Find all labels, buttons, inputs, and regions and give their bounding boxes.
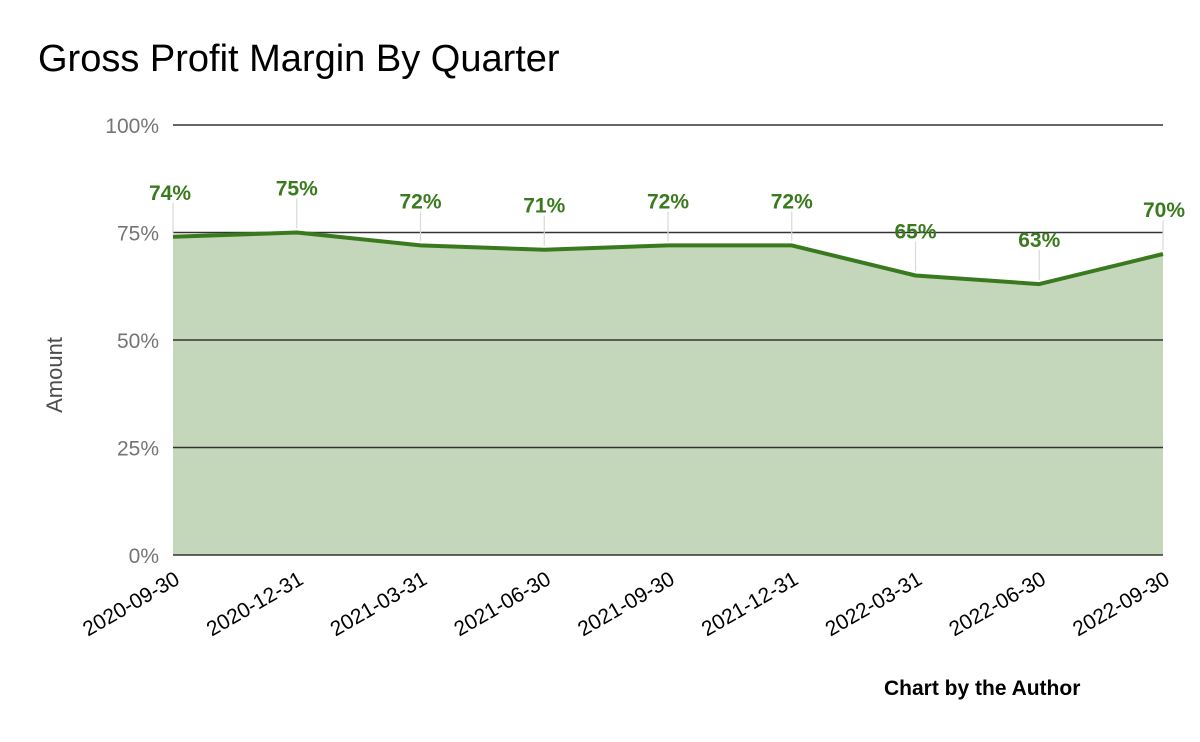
x-tick-label: 2021-03-31 (326, 567, 431, 641)
chart-title: Gross Profit Margin By Quarter (38, 38, 560, 80)
y-tick-label: 50% (117, 330, 159, 353)
x-tick-label: 2020-12-31 (203, 567, 308, 641)
chart-credit: Chart by the Author (884, 677, 1081, 700)
area-fill (173, 232, 1163, 555)
data-label: 72% (771, 190, 813, 213)
series-line (172, 230, 1164, 287)
data-label: 74% (149, 182, 191, 205)
data-label: 72% (399, 190, 441, 213)
data-label: 70% (1143, 199, 1185, 222)
data-label: 75% (276, 178, 318, 201)
x-tick-label: 2022-06-30 (945, 567, 1050, 641)
data-label: 65% (894, 221, 936, 244)
x-tick-label: 2020-09-30 (79, 567, 184, 641)
y-tick-label: 25% (117, 438, 159, 461)
y-axis-label: Amount (42, 337, 67, 413)
y-tick-label: 75% (117, 223, 159, 246)
x-tick-label: 2021-06-30 (450, 567, 555, 641)
x-tick-label: 2021-09-30 (574, 567, 679, 641)
data-label: 63% (1018, 229, 1060, 252)
data-label: 71% (523, 195, 565, 218)
data-label: 72% (647, 190, 689, 213)
x-tick-label: 2022-03-31 (821, 567, 926, 641)
y-tick-label: 100% (105, 115, 159, 138)
y-tick-label: 0% (129, 545, 159, 568)
x-tick-label: 2021-12-31 (698, 567, 803, 641)
x-tick-label: 2022-09-30 (1069, 567, 1174, 641)
